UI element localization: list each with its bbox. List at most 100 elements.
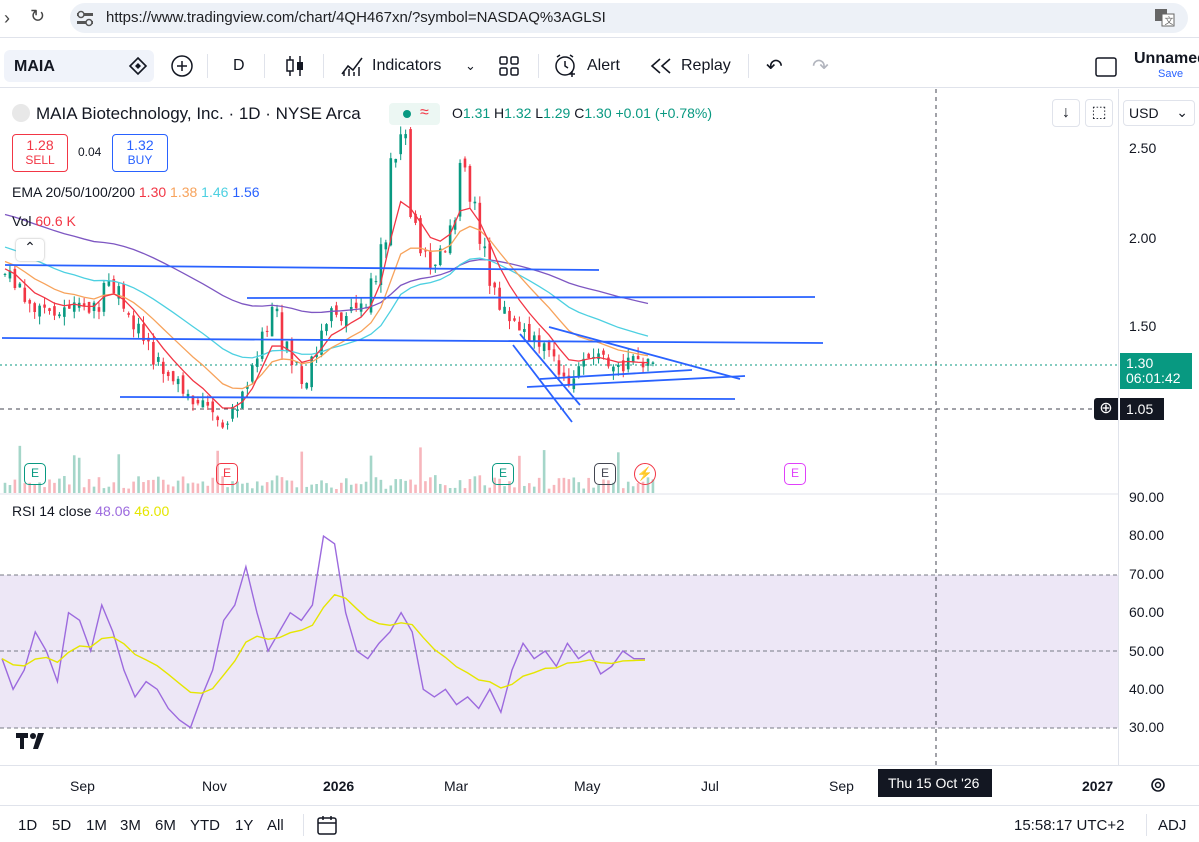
candle (419, 218, 422, 254)
settings-icon[interactable] (1148, 775, 1168, 795)
save-link[interactable]: Save (1158, 68, 1184, 80)
fullscreen-button[interactable]: ⬚ (1085, 99, 1113, 127)
volume-bar (186, 483, 190, 493)
range-1m-button[interactable]: 1M (86, 817, 107, 834)
replay-icon[interactable] (650, 57, 672, 75)
layout-save-icon[interactable] (1094, 55, 1118, 79)
volume-legend[interactable]: Vol 60.6 K (12, 213, 76, 229)
replay-button[interactable]: Replay (681, 44, 731, 88)
range-5d-button[interactable]: 5D (52, 817, 72, 834)
dividend-icon[interactable]: ⚡ (634, 463, 656, 485)
volume-bar (607, 480, 610, 493)
earnings-marker-3[interactable]: E (492, 463, 514, 485)
candle (226, 423, 229, 425)
candle (87, 301, 91, 313)
add-symbol-icon[interactable] (170, 54, 194, 78)
candle (359, 303, 363, 312)
earnings-marker-2[interactable]: E (216, 463, 238, 485)
range-1d-button[interactable]: 1D (18, 817, 38, 834)
scroll-down-button[interactable]: ↓ (1052, 99, 1080, 127)
volume-bar (498, 478, 501, 493)
layouts-icon[interactable] (498, 55, 520, 77)
undo-icon[interactable]: ↶ (766, 55, 783, 78)
range-1y-button[interactable]: 1Y (235, 817, 254, 834)
candle (577, 366, 581, 378)
interval-button[interactable]: D (233, 44, 245, 88)
layout-name[interactable]: Unnamed (1134, 37, 1199, 81)
earnings-marker-1[interactable]: E (24, 463, 46, 485)
indicators-dropdown-icon[interactable]: ⌄ (465, 58, 476, 73)
chart-pane[interactable]: MAIA Biotechnology, Inc. · 1D · NYSE Arc… (0, 89, 1118, 765)
market-status-badge[interactable]: ≈ (389, 103, 440, 125)
volume-bar (280, 477, 284, 493)
buy-price: 1.32 (126, 137, 154, 153)
chevron-down-icon: ⌄ (1176, 104, 1188, 120)
volume-bar (572, 477, 576, 493)
volume-bar (77, 457, 81, 493)
range-6m-button[interactable]: 6M (155, 817, 176, 834)
clock-timezone[interactable]: 15:58:17 UTC+2 (1014, 817, 1125, 834)
chart-toolbar: MAIA D Indicators ⌄ Alert Replay ↶ ↷ Unn… (0, 44, 1199, 88)
earnings-marker-future[interactable]: E (784, 463, 806, 485)
arrow-down-icon: ↓ (1062, 104, 1070, 121)
volume-bar (196, 483, 200, 493)
sell-button[interactable]: 1.28 SELL (12, 134, 68, 172)
candle (443, 251, 447, 253)
volume-bar (290, 480, 294, 493)
volume-bar (300, 451, 304, 493)
address-bar[interactable] (70, 3, 1188, 33)
candle (236, 409, 239, 411)
site-settings-icon[interactable] (76, 10, 94, 28)
translate-icon[interactable]: 文 (1154, 8, 1176, 28)
alert-button[interactable]: Alert (587, 44, 620, 88)
candles-icon[interactable] (284, 54, 306, 78)
adjust-button[interactable]: ADJ (1158, 817, 1187, 834)
volume-bar (438, 483, 442, 493)
time-axis[interactable]: Sep Nov 2026 Mar May Jul Sep Thu 15 Oct … (0, 765, 1199, 803)
time-tick: 2027 (1082, 778, 1114, 794)
date-range-icon[interactable] (316, 814, 340, 836)
range-all-button[interactable]: All (267, 817, 284, 834)
volume-bar (523, 485, 526, 493)
redo-icon[interactable]: ↷ (812, 55, 829, 78)
volume-bar (265, 482, 269, 493)
indicators-icon[interactable] (340, 54, 364, 78)
add-price-alert-button[interactable]: ⊕ (1094, 398, 1118, 420)
open-label: O (452, 105, 463, 121)
candle (97, 307, 101, 312)
ema-legend[interactable]: EMA 20/50/100/200 1.30 1.38 1.46 1.56 (12, 184, 260, 200)
volume-bar (97, 477, 101, 493)
currency-select[interactable]: USD ⌄ (1123, 100, 1195, 126)
candle (8, 270, 12, 279)
volume-bar (414, 484, 417, 493)
buy-button[interactable]: 1.32 BUY (112, 134, 168, 172)
rsi-tick: 60.00 (1129, 604, 1165, 621)
forward-icon[interactable]: › (4, 8, 10, 28)
price-axis[interactable]: USD⌄ 2.502.001.501.00 1.30 06:01:42 1.05… (1118, 89, 1199, 765)
rsi-legend[interactable]: RSI 14 close 48.06 46.00 (12, 503, 169, 519)
plus-circle-icon: ⊕ (1099, 400, 1113, 417)
range-3m-button[interactable]: 3M (120, 817, 141, 834)
candle (424, 250, 427, 252)
candle (404, 134, 407, 139)
range-ytd-button[interactable]: YTD (190, 817, 220, 834)
indicators-button[interactable]: Indicators (372, 44, 441, 88)
candle (255, 358, 259, 367)
earnings-marker-4[interactable]: E (594, 463, 616, 485)
trendlines[interactable] (1, 264, 824, 423)
tradingview-logo[interactable] (14, 731, 54, 751)
spread-value: 0.04 (78, 145, 102, 159)
alert-icon[interactable] (553, 53, 579, 79)
collapse-legend-button[interactable]: ⌃ (16, 239, 44, 261)
volume-bars (3, 445, 655, 493)
volume-bar (275, 475, 279, 493)
candle (3, 273, 7, 275)
reload-icon[interactable]: ↻ (30, 6, 46, 26)
volume-bar (305, 486, 309, 493)
volume-bar (206, 485, 210, 493)
candle (330, 308, 333, 322)
candle (137, 323, 140, 334)
diamond-icon[interactable] (128, 56, 148, 76)
candle (518, 321, 521, 331)
price-chart[interactable] (0, 89, 1118, 765)
